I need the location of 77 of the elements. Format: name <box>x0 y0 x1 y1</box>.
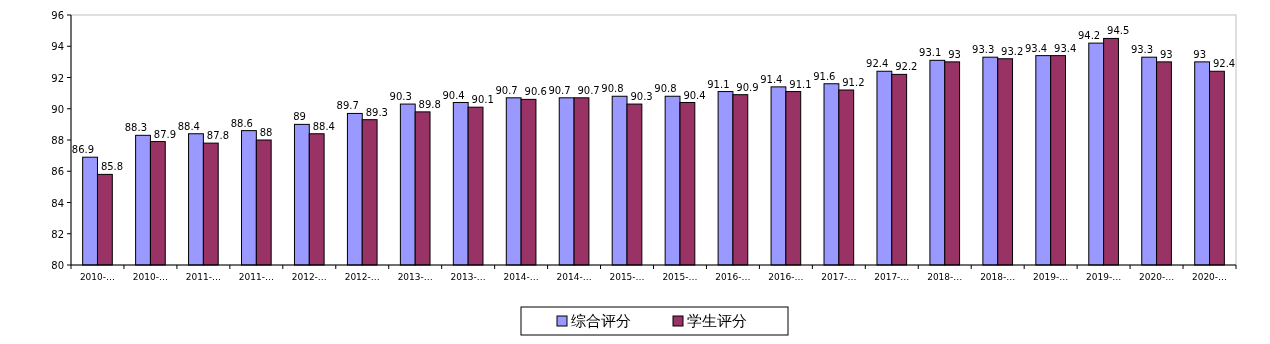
legend-label: 学生评分 <box>687 312 747 330</box>
data-label: 88 <box>259 127 273 138</box>
data-label: 90.8 <box>654 83 677 95</box>
data-label: 93.2 <box>1001 45 1024 57</box>
x-tick-label: 2012-… <box>344 272 380 282</box>
data-label: 85.8 <box>100 161 124 173</box>
data-label: 90.7 <box>495 84 518 96</box>
y-tick-label: 82 <box>51 228 64 240</box>
x-tick-label: 2010-… <box>79 272 116 282</box>
y-tick-label: 86 <box>51 166 64 178</box>
data-label: 93.4 <box>1054 42 1077 54</box>
data-label: 90.8 <box>601 83 624 95</box>
x-tick-label: 2013-… <box>397 272 433 282</box>
data-label: 88.6 <box>230 117 253 129</box>
data-label: 91.2 <box>842 77 865 88</box>
data-label: 93.3 <box>1130 44 1154 56</box>
data-label: 93 <box>1193 48 1207 60</box>
x-tick-label: 2015-… <box>609 272 645 282</box>
x-tick-label: 2014-… <box>556 272 592 282</box>
x-tick-label: 2018-… <box>980 272 1016 282</box>
y-tick-label: 88 <box>51 135 64 146</box>
data-label: 87.8 <box>206 130 230 142</box>
data-label: 88.4 <box>312 120 335 132</box>
x-tick-label: 2018-… <box>927 272 963 282</box>
data-label: 88.4 <box>177 120 200 132</box>
data-label: 90.4 <box>683 89 706 101</box>
data-label: 94.5 <box>1107 25 1130 37</box>
x-tick-label: 2011-… <box>238 272 274 282</box>
data-label: 92.2 <box>895 61 918 73</box>
x-tick-label: 2020-… <box>1191 272 1228 282</box>
y-tick-label: 94 <box>51 41 64 53</box>
x-tick-label: 2014-… <box>503 272 539 282</box>
x-tick-label: 2012-… <box>291 272 327 282</box>
data-label: 90.3 <box>389 91 412 103</box>
data-label: 89.8 <box>418 98 441 110</box>
x-tick-label: 2019-… <box>1086 272 1122 282</box>
x-tick-label: 2017-… <box>874 272 910 282</box>
y-tick-label: 92 <box>51 72 64 84</box>
data-label: 90.7 <box>548 84 571 96</box>
data-label: 88.3 <box>124 122 148 134</box>
data-label: 92.4 <box>866 58 889 70</box>
data-label: 93 <box>1159 48 1173 60</box>
data-label: 89.3 <box>365 106 388 118</box>
data-label: 87.9 <box>153 128 177 140</box>
data-label: 89.7 <box>336 100 359 112</box>
data-label: 91.1 <box>789 78 812 90</box>
data-label: 90.6 <box>524 86 547 98</box>
x-tick-label: 2016-… <box>715 272 751 282</box>
data-label: 93.3 <box>972 44 995 56</box>
data-label: 90.1 <box>471 94 494 106</box>
x-tick-label: 2019-… <box>1033 272 1069 282</box>
data-label: 90.4 <box>442 89 465 101</box>
x-tick-label: 2015-… <box>662 272 698 282</box>
x-tick-label: 2010-… <box>132 272 169 282</box>
y-tick-label: 84 <box>51 197 64 209</box>
x-tick-label: 2016-… <box>768 272 804 282</box>
data-label: 91.4 <box>760 73 783 85</box>
legend-label: 综合评分 <box>571 312 631 330</box>
x-tick-label: 2020-… <box>1138 272 1175 282</box>
data-label: 93 <box>948 48 961 60</box>
y-tick-label: 80 <box>51 260 64 271</box>
data-label: 90.3 <box>630 91 653 103</box>
data-label: 92.4 <box>1212 58 1236 70</box>
data-label: 94.2 <box>1077 30 1101 42</box>
data-label: 91.1 <box>707 78 730 90</box>
data-label: 90.9 <box>736 81 759 93</box>
data-label: 90.7 <box>577 84 600 96</box>
y-tick-label: 90 <box>51 103 64 115</box>
data-label: 91.6 <box>813 70 836 82</box>
x-tick-label: 2011-… <box>185 272 221 282</box>
y-tick-label: 96 <box>51 10 64 21</box>
x-tick-label: 2017-… <box>821 272 857 282</box>
data-label: 93.1 <box>919 47 942 59</box>
x-tick-label: 2013-… <box>450 272 486 282</box>
data-label: 93.4 <box>1024 42 1048 54</box>
data-label: 86.9 <box>71 144 95 156</box>
data-label: 89 <box>293 111 306 123</box>
